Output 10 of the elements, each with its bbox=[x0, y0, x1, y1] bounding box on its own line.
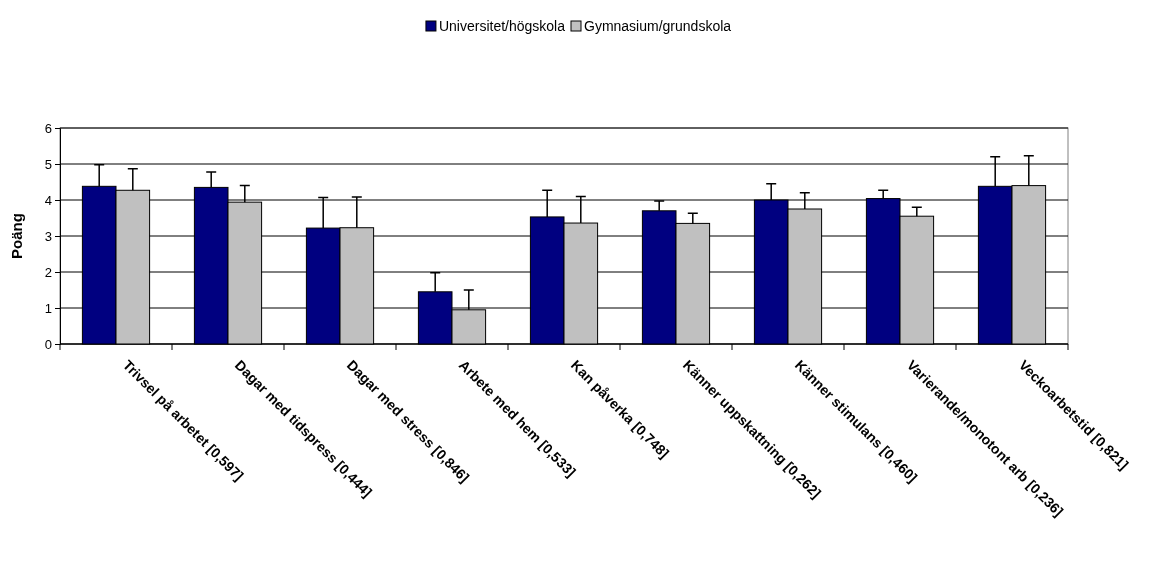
y-tick-label: 5 bbox=[44, 156, 52, 172]
legend-label: Universitet/högskola bbox=[438, 18, 566, 34]
y-tick-label: 6 bbox=[44, 120, 52, 136]
y-tick-label: 3 bbox=[44, 228, 52, 244]
legend-label: Gymnasium/grundskola bbox=[584, 18, 732, 34]
y-tick-label: 2 bbox=[44, 264, 52, 280]
y-tick-label: 0 bbox=[44, 336, 52, 352]
y-axis-title: Poäng bbox=[8, 213, 25, 259]
y-tick-label: 1 bbox=[44, 300, 52, 316]
y-tick-label: 4 bbox=[44, 192, 52, 208]
